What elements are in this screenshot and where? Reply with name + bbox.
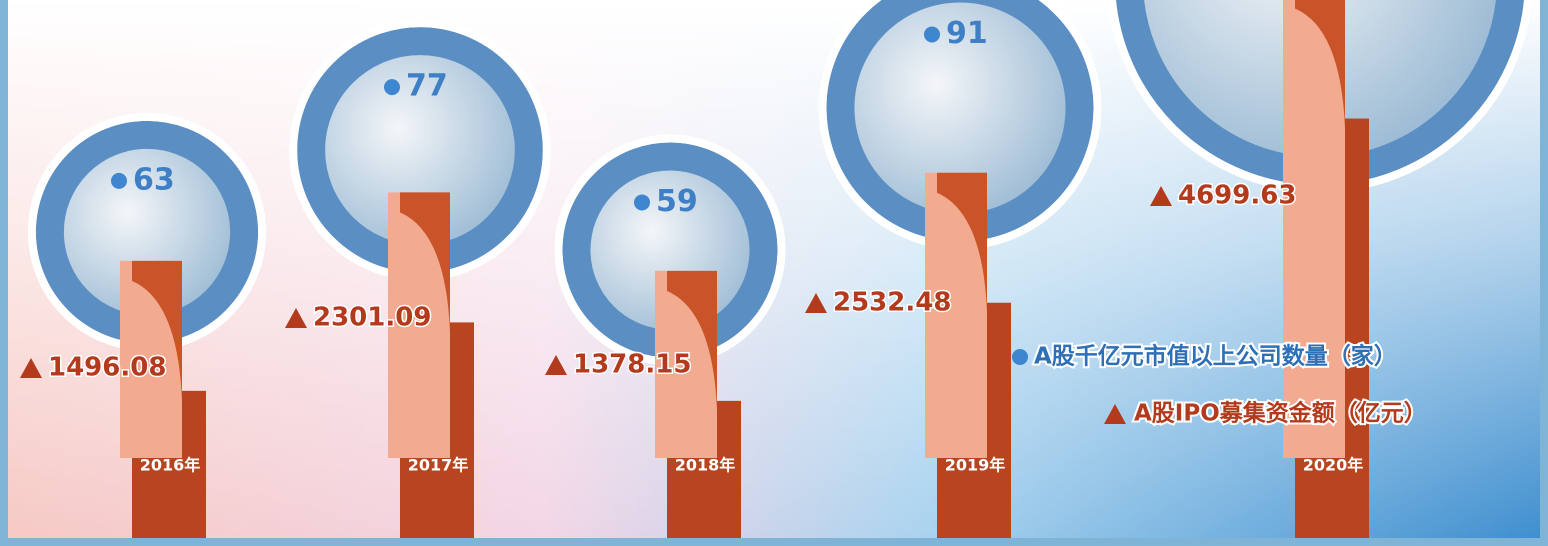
x-tick-label: 2018年 [675, 456, 736, 475]
x-tick-label: 2017年 [408, 456, 469, 475]
value-label: 2532.48 [833, 288, 951, 318]
x-tick-label: 2020年 [1303, 456, 1364, 475]
bubble-value-label: 63 [133, 162, 175, 197]
value-label: 1378.15 [573, 350, 691, 380]
bubble-marker [634, 194, 650, 210]
chart: 63 77 59 91 2016年 1496.08 2017年 2301.09 2018年 137… [0, 0, 1548, 546]
legend-label: A股IPO募集资金额（亿元） [1134, 400, 1427, 427]
legend-marker [1012, 349, 1028, 365]
x-tick-label: 2019年 [945, 456, 1006, 475]
bar [1283, 0, 1345, 458]
bubble-marker [384, 79, 400, 95]
bubble-marker [111, 173, 127, 189]
value-label: 4699.63 [1178, 181, 1296, 211]
bubble-marker [924, 26, 940, 42]
bubble-value-label: 91 [946, 16, 988, 51]
value-label: 2301.09 [313, 303, 431, 333]
x-tick-label: 2016年 [140, 456, 201, 475]
value-label: 1496.08 [48, 353, 166, 383]
bubble-value-label: 77 [406, 69, 448, 104]
bubble-value-label: 59 [656, 184, 698, 219]
legend-label: A股千亿元市值以上公司数量（家） [1034, 343, 1397, 370]
